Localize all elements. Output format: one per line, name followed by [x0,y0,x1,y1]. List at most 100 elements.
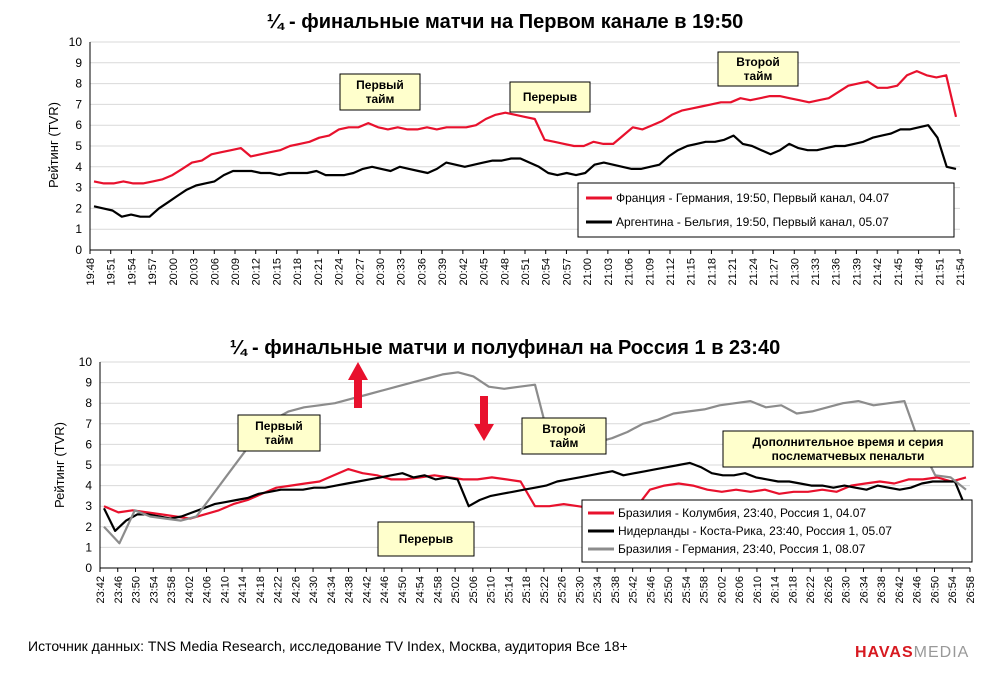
x-tick-label: 24:46 [379,576,391,604]
legend-entry: Бразилия - Колумбия, 23:40, Россия 1, 04… [618,506,866,520]
x-tick-label: 20:33 [396,258,408,286]
x-tick-label: 24:50 [397,576,409,604]
x-tick-label: 26:42 [894,576,906,604]
legend-entry: Аргентина - Бельгия, 19:50, Первый канал… [616,215,889,229]
annotation-text: тайм [550,436,579,450]
chart-top: ¼ - финальные матчи на Первом канале в 1… [46,11,967,286]
series-line-0 [93,69,958,185]
annotation-text: Второй [736,55,780,69]
y-tick-label: 2 [85,520,92,534]
x-tick-label: 21:21 [727,258,739,286]
x-tick-label: 25:42 [628,576,640,604]
x-tick-label: 20:42 [458,258,470,286]
x-tick-label: 23:42 [95,576,107,604]
y-tick-label: 8 [75,77,82,91]
x-tick-label: 20:54 [541,258,553,286]
x-tick-label: 19:54 [126,258,138,286]
y-tick-label: 1 [75,222,82,236]
y-tick-label: 10 [69,35,83,49]
y-tick-label: 0 [75,243,82,257]
y-tick-label: 9 [85,376,92,390]
x-tick-label: 21:06 [624,258,636,286]
chart-top-ylabel: Рейтинг (TVR) [46,102,61,188]
logo-main: HAVAS [855,644,914,661]
y-tick-label: 4 [85,479,92,493]
annotation-text: Второй [542,422,586,436]
y-tick-label: 4 [75,160,82,174]
x-tick-label: 21:03 [603,258,615,286]
x-tick-label: 23:50 [131,576,143,604]
x-tick-label: 24:10 [219,576,231,604]
x-tick-label: 20:21 [313,258,325,286]
x-tick-label: 21:51 [934,258,946,286]
series-line-1 [93,124,957,218]
x-tick-label: 25:26 [557,576,569,604]
x-tick-label: 20:12 [251,258,263,286]
chart-top-legend: Франция - Германия, 19:50, Первый канал,… [577,182,955,238]
x-tick-label: 25:50 [663,576,675,604]
y-tick-label: 9 [75,56,82,70]
x-tick-label: 20:06 [209,258,221,286]
up-arrow-icon [348,362,368,408]
source-note: Источник данных: TNS Media Research, исс… [28,638,628,654]
x-tick-label: 25:30 [574,576,586,604]
x-tick-label: 25:18 [521,576,533,604]
x-tick-label: 21:15 [686,258,698,286]
x-tick-label: 21:24 [748,258,760,286]
x-tick-label: 26:34 [858,576,870,604]
x-tick-label: 20:30 [375,258,387,286]
x-tick-label: 21:42 [872,258,884,286]
annotation-text: тайм [265,433,294,447]
x-tick-label: 24:38 [344,576,356,604]
x-tick-label: 25:54 [681,576,693,604]
x-tick-label: 26:02 [716,576,728,604]
chart-bottom: ¼ - финальные матчи и полуфинал на Росси… [52,337,977,604]
legend-entry: Бразилия - Германия, 23:40, Россия 1, 08… [618,542,866,556]
y-tick-label: 10 [79,355,93,369]
y-tick-label: 3 [85,499,92,513]
x-tick-label: 24:54 [415,576,427,604]
x-tick-label: 21:48 [914,258,926,286]
x-tick-label: 25:10 [486,576,498,604]
x-tick-label: 26:38 [876,576,888,604]
x-tick-label: 26:14 [770,576,782,604]
x-tick-label: 20:27 [354,258,366,286]
series-line-1 [103,461,968,533]
y-tick-label: 0 [85,561,92,575]
x-tick-label: 23:58 [166,576,178,604]
series-line-0 [103,468,967,520]
annotation-text: Дополнительное время и серия [753,435,944,449]
chart-bottom-title: ¼ - финальные матчи и полуфинал на Росси… [230,337,780,359]
x-tick-label: 26:54 [947,576,959,604]
x-tick-label: 24:26 [290,576,302,604]
x-tick-label: 20:09 [230,258,242,286]
havas-media-logo: HAVASMEDIA [855,644,969,662]
x-tick-label: 21:36 [831,258,843,286]
x-tick-label: 21:30 [789,258,801,286]
annotation-text: Перерыв [523,90,577,104]
x-tick-label: 24:06 [202,576,214,604]
x-tick-label: 26:50 [929,576,941,604]
y-tick-label: 7 [85,417,92,431]
x-tick-label: 26:06 [734,576,746,604]
legend-entry: Франция - Германия, 19:50, Первый канал,… [616,191,890,205]
x-tick-label: 20:36 [416,258,428,286]
annotation-text: тайм [744,69,773,83]
annotation-text: послематчевых пенальти [772,449,925,463]
x-tick-label: 19:48 [85,258,97,286]
x-tick-label: 24:30 [308,576,320,604]
x-tick-label: 20:00 [168,258,180,286]
logo-sub: MEDIA [913,644,970,661]
chart-bottom-legend: Бразилия - Колумбия, 23:40, Россия 1, 04… [581,499,973,563]
x-tick-label: 20:03 [189,258,201,286]
x-tick-label: 21:39 [851,258,863,286]
x-tick-label: 21:00 [582,258,594,286]
x-tick-label: 21:54 [955,258,967,286]
x-tick-label: 24:58 [432,576,444,604]
x-tick-label: 20:39 [437,258,449,286]
annotation-text: Перерыв [399,532,453,546]
